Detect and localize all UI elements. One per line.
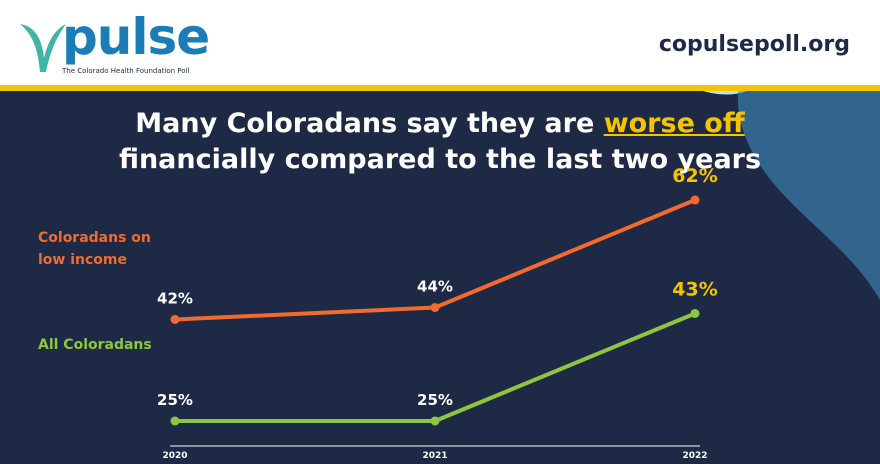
point	[170, 314, 180, 324]
legend-label: Coloradans on low income	[38, 230, 151, 269]
data-label: 25%	[417, 391, 453, 409]
title-text: Many Coloradans say they are	[135, 108, 604, 139]
data-label: 62%	[672, 165, 717, 187]
legend-label: All Coloradans	[38, 337, 152, 353]
title-highlight: worse off	[603, 108, 745, 139]
logo-icon	[20, 24, 66, 72]
point	[690, 308, 700, 318]
x-tick-label: 2022	[682, 451, 707, 461]
tagline: The Colorado Health Foundation Poll	[62, 67, 190, 75]
data-label: 42%	[157, 289, 193, 307]
point	[690, 195, 700, 205]
series-line	[174, 198, 696, 322]
data-label: 43%	[672, 278, 717, 300]
title-text: financially compared to the last two yea…	[118, 144, 762, 175]
chart-title: Many Coloradans say they are worse off f…	[60, 106, 820, 178]
data-label: 25%	[157, 391, 193, 409]
website[interactable]: copulsepoll.org	[658, 32, 850, 57]
header: pulse The Colorado Health Foundation Pol…	[0, 0, 880, 85]
stripe	[0, 85, 880, 91]
point	[430, 303, 440, 313]
data-label: 44%	[417, 278, 453, 296]
point	[430, 416, 440, 426]
point	[170, 416, 180, 426]
x-tick-label: 2021	[422, 451, 447, 461]
logo: pulse	[62, 8, 210, 66]
x-tick-label: 2020	[162, 451, 187, 461]
